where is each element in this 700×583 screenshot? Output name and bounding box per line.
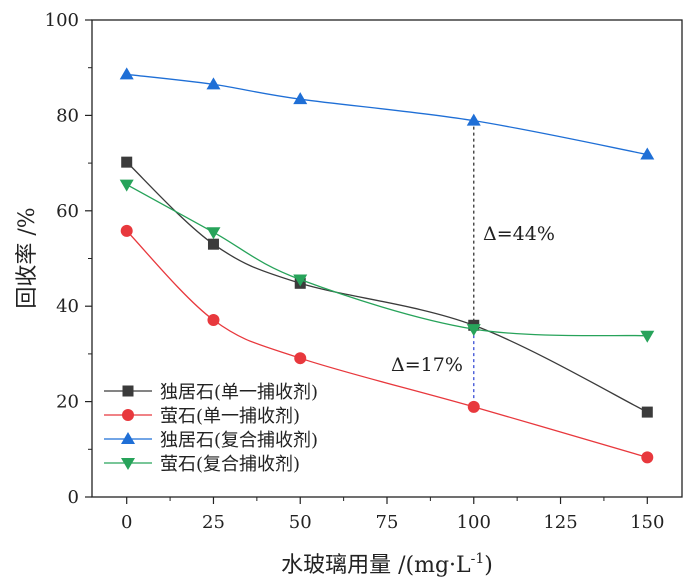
annotation-delta-17: Δ=17% [391, 354, 463, 376]
x-tick-label: 0 [121, 512, 132, 533]
data-point-s1-3 [467, 400, 480, 413]
legend: 独居石(单一捕收剂) 萤石(单一捕收剂) 独居石(复合捕收剂) 萤石(复合捕收剂) [104, 382, 318, 475]
data-point-s2-1 [206, 77, 221, 90]
data-point-s3-3 [466, 324, 481, 337]
data-point-s0-0 [121, 156, 133, 168]
legend-marker-0 [122, 385, 134, 397]
y-tick-label: 100 [45, 10, 79, 31]
legend-label-2: 独居石(复合捕收剂) [160, 430, 318, 451]
data-point-s3-2 [293, 274, 308, 287]
data-point-s3-0 [119, 179, 134, 192]
y-tick-label: 20 [56, 392, 79, 413]
legend-label-3: 萤石(复合捕收剂) [160, 454, 300, 475]
series-line-0 [126, 161, 648, 413]
tick-layer: 0 25 50 75 100 125 150 0 20 40 60 80 100 [45, 10, 665, 533]
x-tick-label: 50 [289, 512, 312, 533]
y-tick-label: 0 [68, 487, 79, 508]
x-axis-label: 水玻璃用量 /(mg·L-1) [281, 551, 493, 578]
data-point-s2-4 [640, 147, 655, 160]
data-point-s1-0 [120, 224, 133, 237]
data-point-s2-3 [466, 113, 481, 126]
data-point-s2-2 [293, 92, 308, 105]
data-point-s1-1 [207, 314, 220, 327]
data-point-s3-4 [640, 330, 655, 343]
legend-marker-1 [122, 409, 134, 421]
legend-marker-3 [121, 458, 135, 470]
legend-label-1: 萤石(单一捕收剂) [160, 406, 300, 427]
x-axis-label-sup: -1 [471, 551, 485, 567]
annotation-delta-44: Δ=44% [483, 223, 555, 245]
data-point-s3-1 [206, 227, 221, 240]
data-point-s0-1 [207, 238, 219, 250]
series-line-3 [126, 183, 648, 337]
legend-marker-2 [121, 432, 135, 444]
x-tick-label: 100 [457, 512, 491, 533]
legend-label-0: 独居石(单一捕收剂) [160, 382, 318, 403]
x-tick-label: 125 [543, 512, 577, 533]
x-tick-label: 75 [376, 512, 399, 533]
x-tick-label: 25 [202, 512, 225, 533]
series-line-2 [126, 73, 648, 156]
y-axis-label: 回收率 /% [15, 207, 40, 308]
y-tick-label: 80 [56, 105, 79, 126]
data-point-s1-2 [294, 352, 307, 365]
series-layer [119, 67, 655, 464]
x-axis-label-close: ) [484, 553, 493, 578]
data-point-s2-0 [119, 67, 134, 80]
x-axis-label-main: 水玻璃用量 /(mg·L [281, 553, 471, 578]
x-tick-label: 150 [630, 512, 664, 533]
data-point-s1-4 [641, 451, 654, 464]
series-line-1 [126, 230, 648, 459]
y-tick-label: 40 [56, 296, 79, 317]
data-point-s0-4 [641, 406, 653, 418]
y-tick-label: 60 [56, 201, 79, 222]
